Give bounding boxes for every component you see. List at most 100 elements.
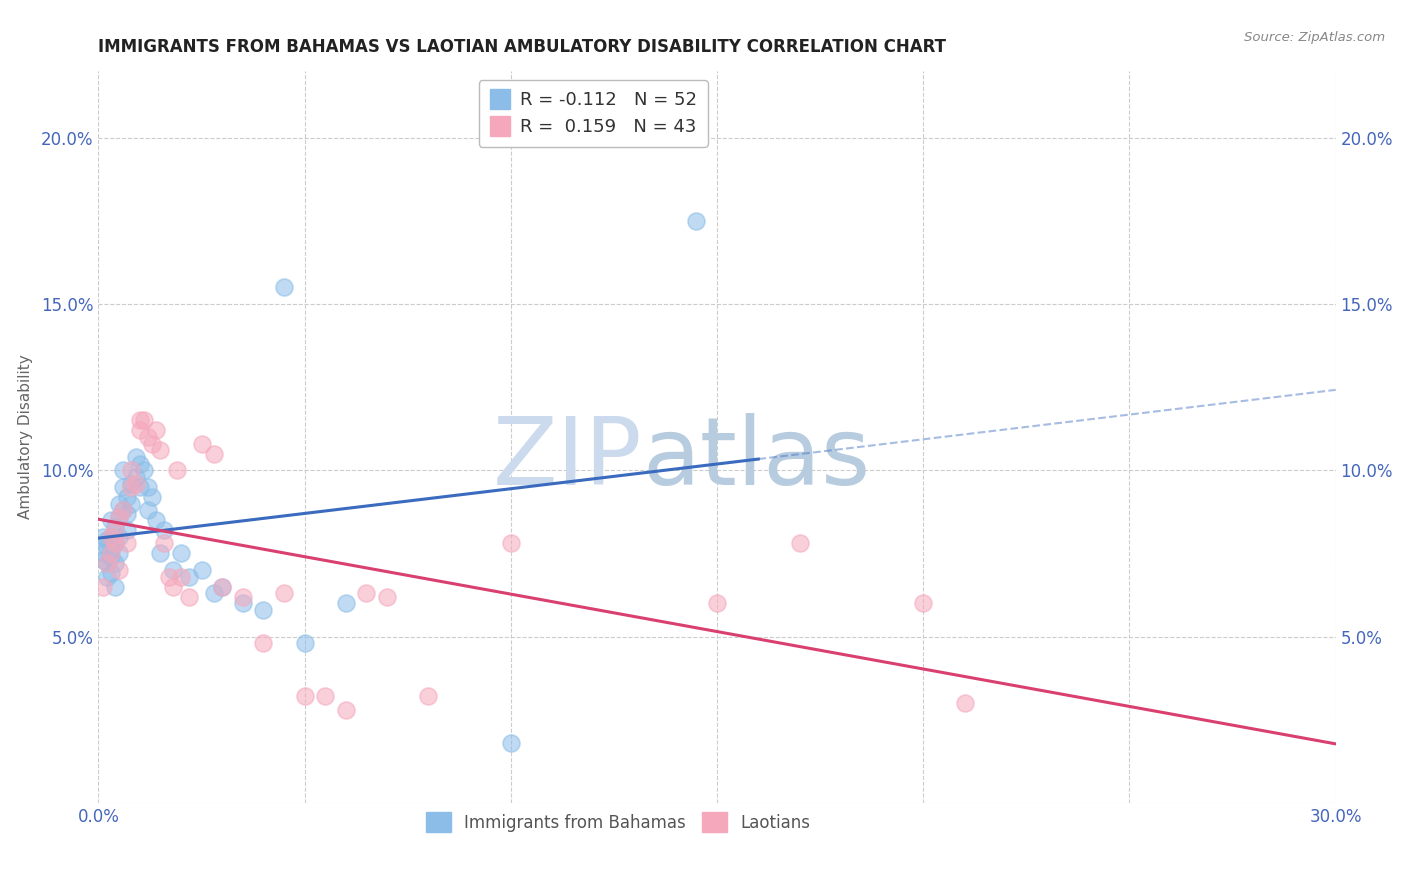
Point xyxy=(96,557,118,571)
Point xyxy=(91,530,114,544)
Point xyxy=(232,590,254,604)
Point xyxy=(335,596,357,610)
Point xyxy=(128,457,150,471)
Point xyxy=(124,476,146,491)
Point xyxy=(145,424,167,438)
Point xyxy=(166,463,188,477)
Point xyxy=(789,536,811,550)
Point xyxy=(100,530,122,544)
Point xyxy=(252,636,274,650)
Point xyxy=(96,557,118,571)
Point xyxy=(912,596,935,610)
Point xyxy=(211,580,233,594)
Point xyxy=(132,413,155,427)
Point xyxy=(104,557,127,571)
Point xyxy=(153,536,176,550)
Point xyxy=(108,497,131,511)
Point xyxy=(499,736,522,750)
Point xyxy=(314,690,336,704)
Point xyxy=(356,586,378,600)
Point xyxy=(108,546,131,560)
Point xyxy=(162,563,184,577)
Point xyxy=(232,596,254,610)
Point xyxy=(149,443,172,458)
Point xyxy=(953,696,976,710)
Point xyxy=(170,570,193,584)
Point xyxy=(100,543,122,558)
Point xyxy=(104,523,127,537)
Point xyxy=(418,690,440,704)
Point xyxy=(124,450,146,464)
Point xyxy=(100,549,122,564)
Point xyxy=(499,536,522,550)
Point xyxy=(190,436,212,450)
Point xyxy=(145,513,167,527)
Y-axis label: Ambulatory Disability: Ambulatory Disability xyxy=(18,355,32,519)
Point xyxy=(202,586,225,600)
Point xyxy=(685,214,707,228)
Point xyxy=(104,580,127,594)
Point xyxy=(112,503,135,517)
Point xyxy=(104,536,127,550)
Point xyxy=(108,563,131,577)
Point xyxy=(104,520,127,534)
Point xyxy=(117,523,139,537)
Point xyxy=(335,703,357,717)
Point xyxy=(100,566,122,581)
Point xyxy=(128,413,150,427)
Point xyxy=(141,436,163,450)
Point xyxy=(179,590,201,604)
Legend: Immigrants from Bahamas, Laotians: Immigrants from Bahamas, Laotians xyxy=(419,805,817,838)
Point xyxy=(120,497,142,511)
Point xyxy=(128,424,150,438)
Point xyxy=(120,480,142,494)
Point xyxy=(120,463,142,477)
Point xyxy=(112,503,135,517)
Point xyxy=(136,480,159,494)
Point xyxy=(117,507,139,521)
Point xyxy=(104,536,127,550)
Point xyxy=(153,523,176,537)
Point xyxy=(706,596,728,610)
Point xyxy=(100,546,122,560)
Point xyxy=(157,570,180,584)
Point xyxy=(202,447,225,461)
Text: atlas: atlas xyxy=(643,413,872,505)
Point xyxy=(91,580,114,594)
Point xyxy=(100,530,122,544)
Point xyxy=(136,430,159,444)
Text: Source: ZipAtlas.com: Source: ZipAtlas.com xyxy=(1244,31,1385,45)
Point xyxy=(108,509,131,524)
Point xyxy=(252,603,274,617)
Point xyxy=(91,553,114,567)
Point xyxy=(141,490,163,504)
Point xyxy=(96,570,118,584)
Text: ZIP: ZIP xyxy=(494,413,643,505)
Point xyxy=(375,590,398,604)
Point xyxy=(190,563,212,577)
Point xyxy=(211,580,233,594)
Point xyxy=(91,546,114,560)
Point xyxy=(117,490,139,504)
Point xyxy=(294,690,316,704)
Point xyxy=(100,513,122,527)
Point xyxy=(120,476,142,491)
Point xyxy=(273,586,295,600)
Point xyxy=(96,540,118,554)
Point xyxy=(149,546,172,560)
Point xyxy=(128,480,150,494)
Point xyxy=(117,536,139,550)
Point xyxy=(179,570,201,584)
Point xyxy=(294,636,316,650)
Point xyxy=(273,280,295,294)
Point xyxy=(136,503,159,517)
Point xyxy=(124,470,146,484)
Point xyxy=(108,530,131,544)
Point xyxy=(108,509,131,524)
Point xyxy=(112,463,135,477)
Point xyxy=(132,463,155,477)
Point xyxy=(170,546,193,560)
Point xyxy=(96,533,118,548)
Point xyxy=(162,580,184,594)
Text: IMMIGRANTS FROM BAHAMAS VS LAOTIAN AMBULATORY DISABILITY CORRELATION CHART: IMMIGRANTS FROM BAHAMAS VS LAOTIAN AMBUL… xyxy=(98,38,946,56)
